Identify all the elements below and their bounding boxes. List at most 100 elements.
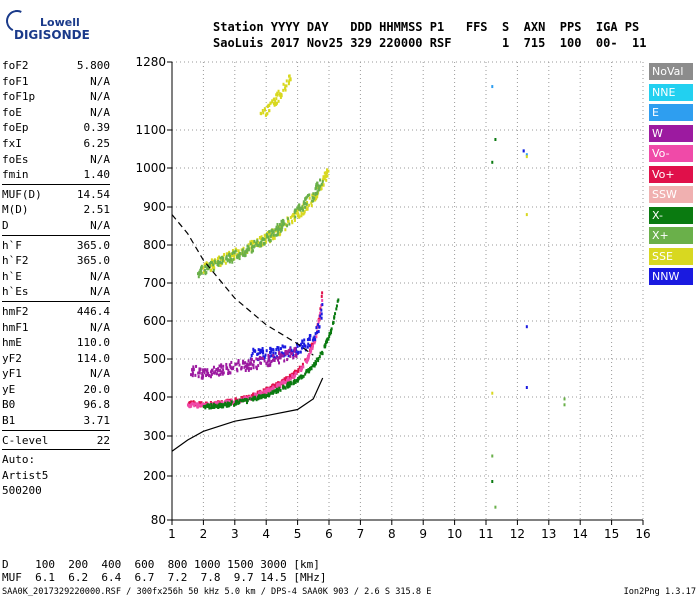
echo-point <box>272 237 275 241</box>
echo-point <box>284 352 287 356</box>
echo-point <box>282 386 285 390</box>
echo-point <box>298 203 301 207</box>
echo-point <box>259 241 262 245</box>
echo-point <box>308 193 311 197</box>
echo-point <box>304 201 307 205</box>
param-value: N/A <box>90 105 110 119</box>
echo-point <box>279 385 282 389</box>
echo-point <box>307 355 310 359</box>
echo-point <box>246 399 249 403</box>
echo-point <box>252 396 255 400</box>
x-tick-label: 5 <box>294 527 302 541</box>
echo-point <box>254 397 257 401</box>
param-label: C-level <box>2 433 49 447</box>
echo-point <box>267 353 270 357</box>
echo-point <box>324 345 327 349</box>
echo-point <box>327 169 330 173</box>
echo-point <box>494 505 497 509</box>
echo-point <box>311 193 314 197</box>
echo-point <box>303 210 306 214</box>
echo-point <box>272 351 275 355</box>
echo-point <box>213 405 216 409</box>
param-label: foF1 <box>2 74 29 88</box>
echo-point <box>330 331 333 335</box>
echo-point <box>293 349 296 353</box>
echo-point <box>289 347 292 351</box>
echo-point <box>236 255 239 259</box>
echo-point <box>272 233 275 237</box>
echo-point <box>280 381 283 385</box>
echo-point <box>232 250 235 254</box>
param-row: fmin 1.40 <box>2 167 110 183</box>
echo-point <box>260 244 263 248</box>
param-row: B0 96.8 <box>2 397 110 413</box>
electron-density-profile <box>171 377 324 452</box>
echo-point <box>319 351 322 355</box>
echo-point <box>294 373 297 377</box>
echo-point <box>263 237 266 241</box>
echo-point <box>280 228 283 232</box>
echo-point <box>292 372 295 376</box>
echo-point <box>317 357 320 361</box>
echo-point <box>202 266 205 270</box>
echo-point <box>245 397 248 401</box>
legend-item-ssw: SSW <box>649 186 693 203</box>
echo-point <box>271 235 274 239</box>
echo-point <box>264 395 267 399</box>
echo-point <box>263 390 266 394</box>
echo-point <box>310 343 313 347</box>
echo-point <box>270 354 273 358</box>
param-row: h`E N/A <box>2 269 110 285</box>
param-label: MUF(D) <box>2 187 42 201</box>
echo-point <box>225 252 228 256</box>
echo-point <box>231 253 234 257</box>
echo-point <box>243 365 246 369</box>
param-row: foE N/A <box>2 105 110 121</box>
echo-point <box>306 207 309 211</box>
echo-point <box>270 360 273 364</box>
echo-point <box>275 384 278 388</box>
echo-point <box>312 199 315 203</box>
echo-point <box>287 349 290 353</box>
echo-point <box>277 225 280 229</box>
echo-point <box>297 350 300 354</box>
echo-point <box>252 363 255 367</box>
echo-point <box>196 272 199 276</box>
echo-point <box>277 356 280 360</box>
echo-point <box>244 250 247 254</box>
echo-point <box>188 402 191 406</box>
echo-point <box>269 101 272 105</box>
echo-point <box>335 304 338 308</box>
echo-point <box>317 320 320 324</box>
echo-point <box>209 375 212 379</box>
echo-point <box>281 354 284 358</box>
echo-point <box>491 85 494 89</box>
echo-point <box>267 392 270 396</box>
echo-point <box>250 246 253 250</box>
echo-point <box>308 203 311 207</box>
echo-point <box>315 184 318 188</box>
param-row: foEp 0.39 <box>2 120 110 136</box>
echo-point <box>255 398 258 402</box>
echo-point <box>190 400 193 404</box>
param-row: M(D) 2.51 <box>2 202 110 218</box>
echo-point <box>244 361 247 365</box>
echo-point <box>238 401 241 405</box>
echo-point <box>284 350 287 354</box>
echo-point <box>210 370 213 374</box>
echo-point <box>249 361 252 365</box>
autoscaling-info: Auto: <box>2 453 36 467</box>
echo-point <box>263 233 266 237</box>
echo-point <box>206 267 209 271</box>
echo-point <box>266 388 269 392</box>
legend-item-sse: SSE <box>649 247 693 265</box>
param-separator <box>2 183 110 185</box>
echo-point <box>283 222 286 226</box>
station-header: Station YYYY DAY DDD HHMMSS P1 FFS S AXN… <box>213 19 646 51</box>
echo-point <box>301 205 304 209</box>
legend-item-x: X- <box>649 206 693 224</box>
echo-point <box>243 397 246 401</box>
echo-point <box>221 255 224 259</box>
echo-point <box>318 355 321 359</box>
